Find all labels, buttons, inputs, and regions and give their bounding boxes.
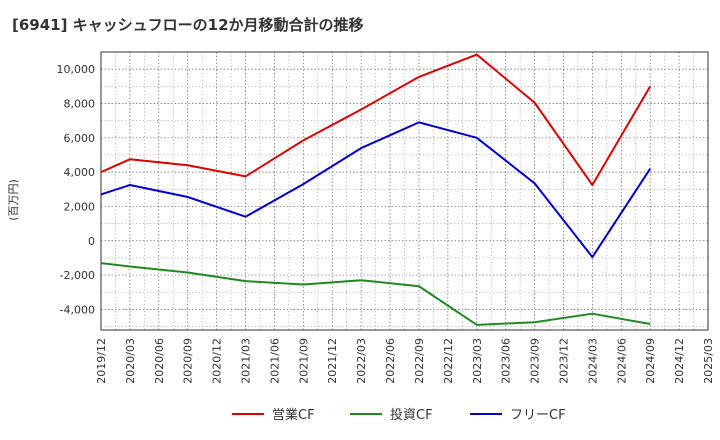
x-tick-label: 2020/03 [124, 338, 137, 384]
x-tick-label: 2022/12 [442, 338, 455, 384]
y-tick-label: 4,000 [64, 166, 96, 179]
x-tick-label: 2023/12 [557, 338, 570, 384]
plot-area [101, 52, 708, 330]
gridlines [101, 52, 708, 330]
chart-title: [6941] キャッシュフローの12か月移動合計の推移 [12, 16, 364, 34]
x-tick-label: 2024/03 [586, 338, 599, 384]
y-tick-label: 2,000 [64, 200, 96, 213]
x-tick-label: 2022/06 [384, 338, 397, 384]
y-tick-label: 6,000 [64, 132, 96, 145]
x-tick-label: 2024/06 [615, 338, 628, 384]
series-line [100, 262, 651, 326]
x-tick-label: 2020/06 [153, 338, 166, 384]
legend-label: フリーCF [510, 408, 566, 423]
x-tick-label: 2022/09 [413, 338, 426, 384]
x-tick-label: 2021/03 [240, 338, 253, 384]
x-tick-label: 2021/12 [326, 338, 339, 384]
x-tick-label: 2020/12 [211, 338, 224, 384]
x-tick-label: 2020/09 [182, 338, 195, 384]
series-line [100, 121, 652, 259]
y-tick-label: -4,000 [60, 303, 95, 316]
series-line [100, 53, 652, 186]
y-tick-label: 8,000 [64, 97, 96, 110]
x-tick-label: 2023/03 [471, 338, 484, 384]
legend-label: 投資CF [390, 407, 433, 423]
x-tick-label: 2019/12 [95, 338, 108, 384]
y-axis-label: (百万円) [7, 179, 20, 221]
x-tick-label: 2025/03 [702, 338, 715, 384]
plot-frame [100, 51, 709, 331]
x-tick-label: 2021/09 [297, 338, 310, 384]
series-lines [100, 53, 652, 326]
x-axis-ticks: 2019/12 2020/03 2020/06 2020/09 2020/12 2021/… [95, 338, 715, 384]
y-tick-label: 0 [88, 235, 95, 248]
x-tick-label: 2021/06 [268, 338, 281, 384]
y-tick-label: 10,000 [57, 63, 96, 76]
y-tick-label: -2,000 [60, 269, 95, 282]
x-tick-label: 2023/09 [529, 338, 542, 384]
x-tick-label: 2024/09 [644, 338, 657, 384]
y-axis-ticks: -4,000 -2,000 0 2,000 4,000 6,000 8,000 10,000 [57, 63, 96, 316]
x-tick-label: 2024/12 [673, 338, 686, 384]
legend-label: 営業CF [272, 407, 315, 423]
legend: 営業CF 投資CF フリーCF [232, 407, 566, 423]
x-tick-label: 2022/03 [355, 338, 368, 384]
x-tick-label: 2023/06 [500, 338, 513, 384]
